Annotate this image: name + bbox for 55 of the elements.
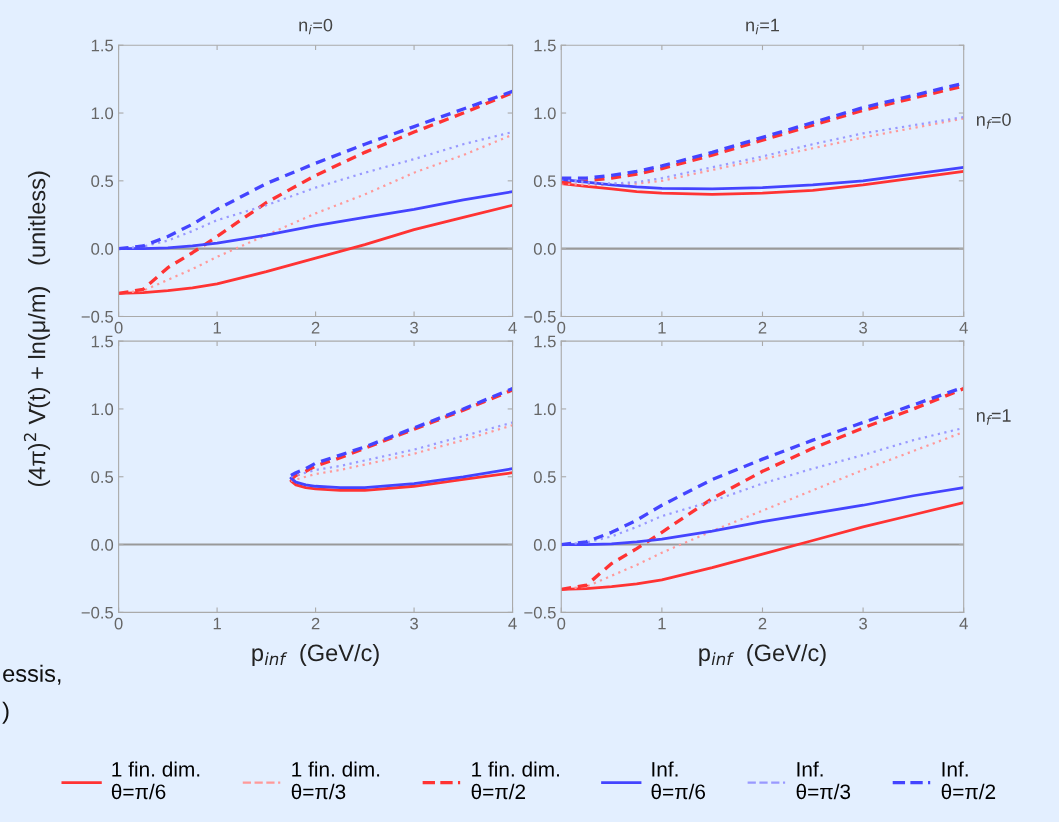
y-tick-label: 0.5 [533, 175, 556, 188]
legend-label: Inf. θ=π/6 [651, 761, 706, 800]
legend-label: 1 fin. dim. θ=π/2 [471, 761, 559, 800]
y-tick-label: 0.5 [91, 471, 114, 483]
x-tick-label: 4 [508, 321, 517, 334]
x-axis-title: p$_{inf}$ (GeV/c) [252, 643, 379, 666]
legend-label: 1 fin. dim. θ=π/6 [111, 761, 200, 800]
y-tick-label: 1.5 [534, 335, 556, 348]
y-tick-label: −0.5 [524, 310, 556, 323]
y-axis-title: (4π)$^{2}$ V̄(t) + ln(μ/m) (unitless) [23, 171, 51, 487]
y-tick-label: 1.5 [534, 39, 556, 52]
x-tick-label: 1 [213, 321, 221, 334]
text: n$_{f}$=0 [976, 113, 1011, 129]
y-tick-label: 1.5 [91, 335, 114, 348]
y-tick-label: 0.0 [533, 243, 556, 255]
y-tick-label: −0.5 [81, 606, 114, 619]
x-tick-label: 0 [557, 321, 566, 334]
x-tick-label: 2 [311, 321, 320, 334]
y-tick-label: 1.5 [91, 39, 114, 52]
x-tick-label: 3 [859, 617, 867, 630]
chart-title: n$_{i}$=1 [746, 18, 779, 35]
x-tick-label: 3 [859, 321, 867, 334]
y-tick-label: 0.0 [91, 538, 114, 551]
y-tick-label: 0.0 [533, 538, 556, 551]
x-tick-label: 4 [959, 321, 968, 334]
x-tick-label: 2 [758, 321, 767, 334]
text: n$_{f}$=1 [976, 409, 1011, 425]
x-tick-label: 4 [959, 617, 968, 630]
legend-label: 1 fin. dim. θ=π/3 [291, 761, 380, 800]
x-tick-label: 1 [213, 617, 221, 630]
x-tick-label: 3 [410, 321, 418, 334]
x-tick-label: 0 [114, 321, 123, 334]
x-tick-label: 2 [758, 617, 767, 630]
legend-label: Inf. θ=π/3 [796, 761, 851, 800]
x-tick-label: 4 [508, 617, 517, 630]
legend-label: Inf. θ=π/2 [941, 761, 996, 800]
y-tick-label: −0.5 [81, 310, 114, 323]
y-tick-label: 0.0 [91, 243, 114, 255]
y-tick-label: 0.5 [91, 175, 114, 188]
y-tick-label: 1.0 [91, 403, 114, 416]
y-tick-label: −0.5 [524, 606, 556, 619]
x-tick-label: 0 [557, 617, 566, 630]
x-tick-label: 3 [410, 617, 418, 630]
y-tick-label: 1.0 [534, 107, 556, 120]
y-tick-label: 1.0 [91, 107, 114, 120]
x-tick-label: 1 [658, 617, 666, 630]
chart-title: n$_{i}$=0 [299, 18, 333, 35]
x-tick-label: 2 [311, 617, 320, 630]
x-tick-label: 0 [114, 617, 123, 630]
y-tick-label: 1.0 [534, 403, 556, 416]
text: ) [2, 701, 9, 724]
y-tick-label: 0.5 [533, 471, 556, 483]
text: essis, [3, 664, 61, 685]
x-axis-title: p$_{inf}$ (GeV/c) [699, 643, 826, 666]
x-tick-label: 1 [658, 321, 666, 334]
